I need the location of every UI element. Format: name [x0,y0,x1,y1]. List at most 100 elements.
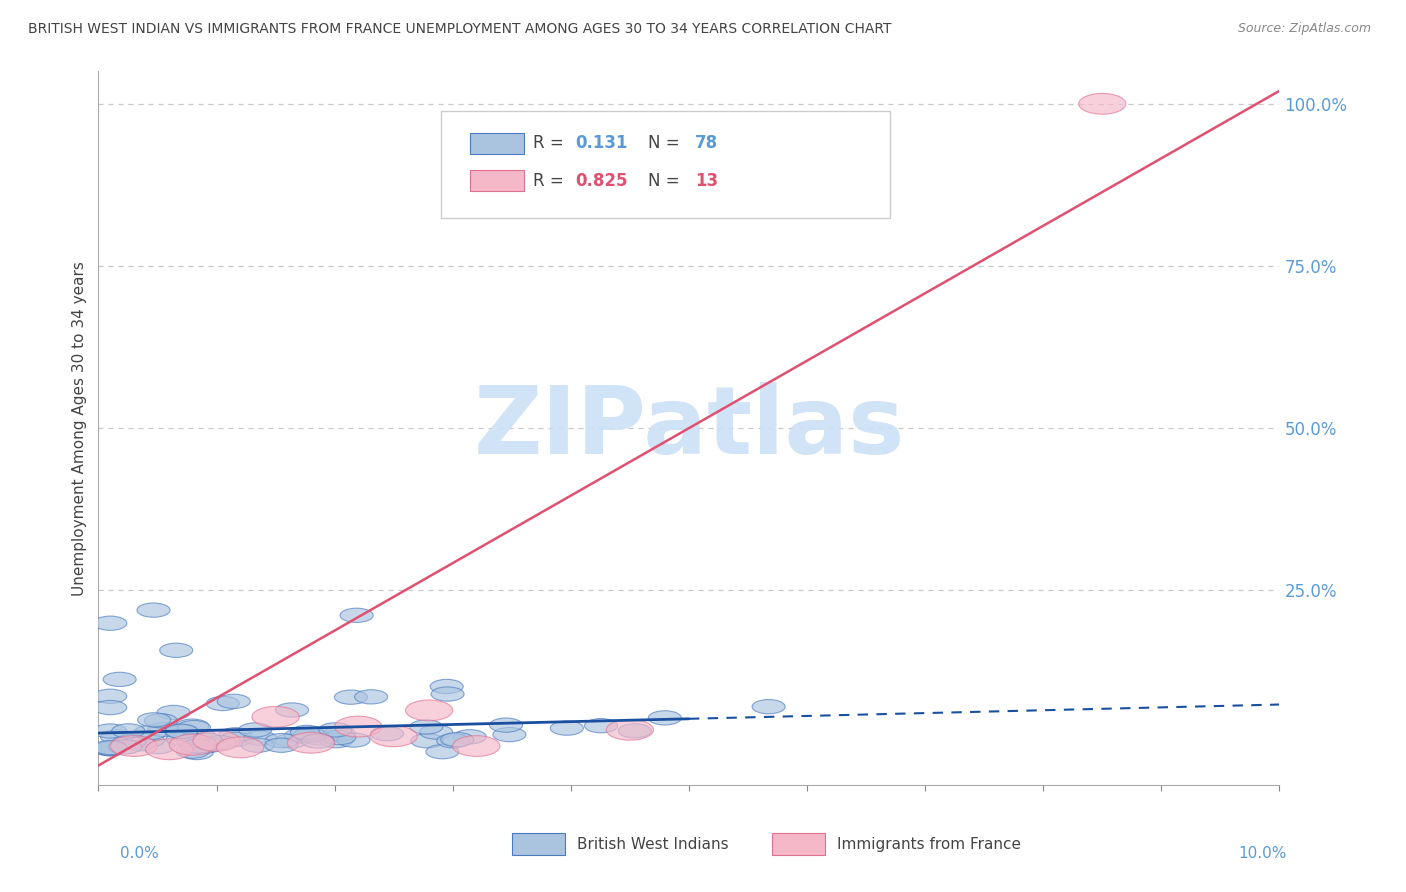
Ellipse shape [169,734,217,756]
Ellipse shape [1078,94,1126,114]
FancyBboxPatch shape [471,169,523,191]
Ellipse shape [752,699,785,714]
Ellipse shape [187,739,221,754]
Text: R =: R = [533,171,569,189]
Ellipse shape [322,727,356,741]
Ellipse shape [160,643,193,657]
Ellipse shape [204,736,236,750]
Ellipse shape [264,733,298,747]
FancyBboxPatch shape [471,133,523,154]
Ellipse shape [335,716,382,737]
Text: ZIPatlas: ZIPatlas [474,382,904,475]
FancyBboxPatch shape [441,111,890,218]
Ellipse shape [411,734,444,748]
Ellipse shape [619,723,651,738]
Ellipse shape [207,697,239,711]
Ellipse shape [176,719,209,733]
Ellipse shape [453,730,486,744]
Ellipse shape [177,721,211,735]
Ellipse shape [606,720,654,740]
Ellipse shape [166,724,198,739]
Ellipse shape [94,740,127,755]
Ellipse shape [319,723,352,737]
Ellipse shape [242,738,274,752]
Ellipse shape [165,724,198,739]
Ellipse shape [138,713,170,727]
Ellipse shape [239,723,271,737]
Y-axis label: Unemployment Among Ages 30 to 34 years: Unemployment Among Ages 30 to 34 years [72,260,87,596]
Ellipse shape [284,729,318,743]
Ellipse shape [354,690,388,704]
Ellipse shape [453,736,501,756]
Ellipse shape [101,730,134,744]
Ellipse shape [319,733,353,747]
Ellipse shape [419,725,453,739]
Ellipse shape [184,730,217,744]
Ellipse shape [193,731,240,751]
Ellipse shape [276,703,308,717]
Ellipse shape [94,700,127,714]
Ellipse shape [276,734,308,748]
Ellipse shape [323,731,356,745]
Ellipse shape [301,731,333,745]
Ellipse shape [131,733,165,747]
Text: 10.0%: 10.0% [1239,846,1286,861]
Text: 0.0%: 0.0% [120,846,159,861]
Ellipse shape [103,673,136,687]
Ellipse shape [585,719,617,733]
Ellipse shape [494,728,526,742]
Text: 0.825: 0.825 [575,171,628,189]
Ellipse shape [122,737,156,751]
Ellipse shape [94,690,127,704]
Ellipse shape [219,732,253,747]
Ellipse shape [110,736,157,756]
Ellipse shape [166,732,200,747]
Ellipse shape [294,728,326,742]
Ellipse shape [337,733,370,747]
Ellipse shape [180,746,214,760]
Ellipse shape [301,734,335,748]
Ellipse shape [94,741,127,756]
Ellipse shape [94,741,127,756]
Ellipse shape [430,680,463,694]
Ellipse shape [217,694,250,708]
Text: 78: 78 [695,135,718,153]
Ellipse shape [145,714,177,728]
Ellipse shape [94,742,127,756]
Text: R =: R = [533,135,569,153]
Ellipse shape [146,739,193,760]
Text: British West Indians: British West Indians [576,837,728,852]
Ellipse shape [371,727,404,741]
Ellipse shape [264,738,298,752]
Ellipse shape [550,721,583,735]
Ellipse shape [432,687,464,701]
Ellipse shape [405,700,453,721]
FancyBboxPatch shape [772,833,825,855]
Ellipse shape [176,733,209,747]
Text: 13: 13 [695,171,718,189]
Ellipse shape [217,737,264,757]
Ellipse shape [134,725,167,739]
Ellipse shape [437,733,470,747]
Ellipse shape [142,739,174,754]
Text: N =: N = [648,171,685,189]
Ellipse shape [243,731,277,746]
Ellipse shape [370,726,418,747]
Ellipse shape [112,723,145,738]
Ellipse shape [440,732,474,747]
Ellipse shape [340,608,373,623]
Ellipse shape [291,725,323,739]
Ellipse shape [252,706,299,727]
Ellipse shape [648,711,682,725]
Ellipse shape [148,723,181,737]
Text: BRITISH WEST INDIAN VS IMMIGRANTS FROM FRANCE UNEMPLOYMENT AMONG AGES 30 TO 34 Y: BRITISH WEST INDIAN VS IMMIGRANTS FROM F… [28,22,891,37]
Ellipse shape [409,720,443,734]
Text: Immigrants from France: Immigrants from France [837,837,1021,852]
Text: Source: ZipAtlas.com: Source: ZipAtlas.com [1237,22,1371,36]
Ellipse shape [489,718,523,732]
Ellipse shape [195,738,229,752]
Text: 0.131: 0.131 [575,135,628,153]
Ellipse shape [287,732,335,753]
Ellipse shape [426,745,458,759]
Ellipse shape [94,616,127,631]
